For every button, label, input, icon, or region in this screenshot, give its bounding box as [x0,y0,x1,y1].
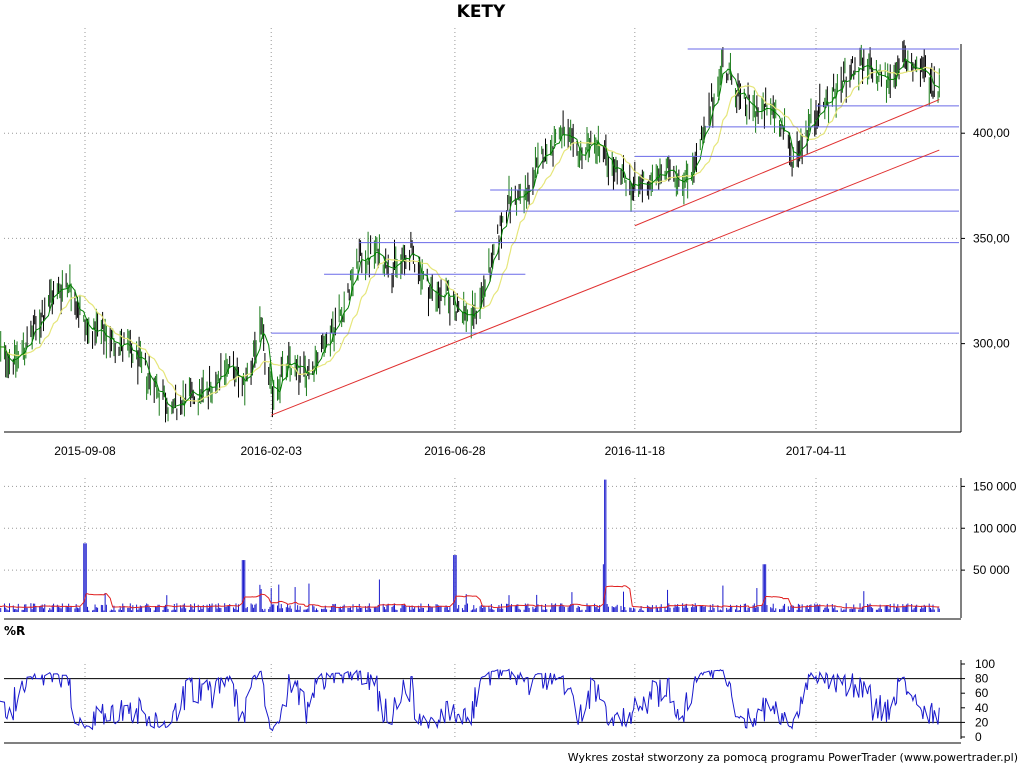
x-tick-label-3: 2016-11-18 [605,444,666,458]
price-tick-label-2: 400,00 [973,126,1010,140]
x-tick-label-0: 2015-09-08 [54,444,116,458]
williams-tick-label-0: 0 [975,730,982,744]
x-tick-label-4: 2017-04-11 [786,444,847,458]
x-tick-label-1: 2016-02-03 [241,444,303,458]
williams-tick-label-3: 60 [975,686,989,700]
volume-average-line [0,585,940,609]
ma-fast-line [0,57,940,409]
williams-line [0,668,940,732]
x-tick-label-2: 2016-06-28 [424,444,486,458]
candles-group [0,39,940,423]
volume-tick-label-1: 100 000 [973,521,1017,535]
volume-tick-label-0: 50 000 [973,563,1010,577]
trend-line-0 [271,149,940,416]
indicator-title: %R [4,624,26,638]
williams-tick-label-2: 40 [975,701,989,715]
volume-bars-group [0,479,940,612]
williams-tick-label-1: 20 [975,715,989,729]
footer-credit: Wykres został stworzony za pomocą progra… [567,751,1018,764]
chart-title: KETY [456,2,506,22]
price-tick-label-0: 300,00 [973,337,1010,351]
ma-slow-line [0,66,940,402]
williams-tick-label-4: 80 [975,672,989,686]
price-tick-label-1: 350,00 [973,231,1010,245]
volume-tick-label-2: 150 000 [973,479,1017,493]
williams-tick-label-5: 100 [975,657,995,671]
trend-line-1 [634,99,940,227]
